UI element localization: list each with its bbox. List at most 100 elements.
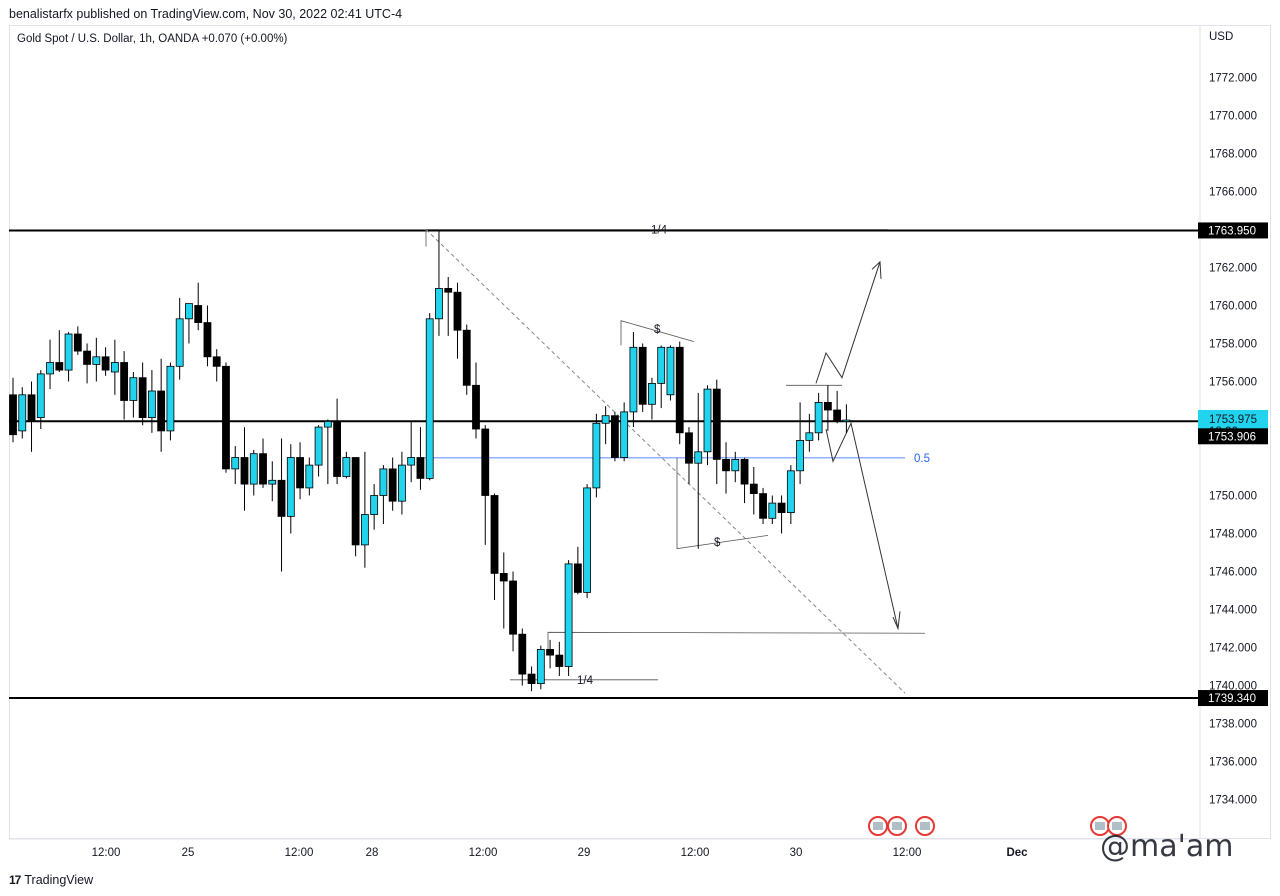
- candle-body-12[interactable]: [120, 362, 129, 401]
- bullish-path-arrow[interactable]: [815, 261, 881, 384]
- candle-body-44[interactable]: [416, 457, 425, 479]
- candle-body-83[interactable]: [777, 502, 786, 514]
- candle-body-63[interactable]: [592, 422, 601, 489]
- tradingview-brand[interactable]: 17 TradingView: [9, 873, 93, 887]
- candle-body-17[interactable]: [166, 365, 175, 432]
- candle-body-51[interactable]: [481, 428, 490, 496]
- candle-body-55[interactable]: [518, 633, 527, 675]
- candle-body-9[interactable]: [92, 356, 101, 365]
- candle-body-81[interactable]: [759, 493, 767, 519]
- candle-body-14[interactable]: [138, 377, 147, 419]
- dollar-bottom-line[interactable]: [676, 457, 769, 550]
- candle-body-52[interactable]: [490, 495, 499, 574]
- candle-body-22[interactable]: [212, 356, 221, 367]
- candle-body-48[interactable]: [453, 291, 462, 331]
- candle-body-35[interactable]: [333, 420, 342, 477]
- candle-body-23[interactable]: [222, 365, 230, 470]
- candle-body-62[interactable]: [583, 487, 592, 593]
- candle-body-42[interactable]: [398, 464, 406, 502]
- candle-body-54[interactable]: [509, 580, 517, 635]
- candle-body-66[interactable]: [620, 411, 629, 458]
- candle-body-70[interactable]: [657, 346, 666, 384]
- candle-body-72[interactable]: [675, 346, 684, 434]
- candle-body-74[interactable]: [694, 451, 703, 464]
- candle-body-82[interactable]: [768, 502, 777, 519]
- candle-body-31[interactable]: [296, 457, 304, 489]
- candle-body-78[interactable]: [731, 458, 740, 472]
- candle-body-33[interactable]: [314, 426, 323, 466]
- candle-body-67[interactable]: [629, 346, 638, 413]
- candle-body-34[interactable]: [323, 420, 332, 428]
- candle-body-10[interactable]: [101, 356, 110, 371]
- candle-body-21[interactable]: [203, 322, 212, 358]
- candle-body-60[interactable]: [564, 563, 573, 667]
- candle-body-25[interactable]: [240, 457, 249, 485]
- candle-body-50[interactable]: [472, 384, 480, 430]
- candle-body-19[interactable]: [185, 303, 193, 320]
- candle-body-1[interactable]: [18, 394, 27, 432]
- candle-body-8[interactable]: [83, 350, 91, 365]
- candle-body-24[interactable]: [231, 457, 240, 470]
- candle-body-87[interactable]: [814, 401, 823, 434]
- candle-body-85[interactable]: [796, 439, 804, 472]
- candle-body-45[interactable]: [425, 318, 434, 479]
- candle-body-73[interactable]: [685, 432, 693, 464]
- candle-body-76[interactable]: [712, 388, 721, 460]
- candle-body-59[interactable]: [555, 654, 564, 667]
- candle-body-3[interactable]: [36, 373, 45, 418]
- symbol-legend[interactable]: Gold Spot / U.S. Dollar, 1h, OANDA +0.07…: [17, 33, 288, 45]
- candle-body-11[interactable]: [110, 362, 119, 373]
- candle-body-13[interactable]: [129, 377, 138, 401]
- candle-body-40[interactable]: [379, 468, 388, 496]
- candle-body-57[interactable]: [536, 649, 545, 685]
- candle-body-58[interactable]: [546, 649, 554, 656]
- candle-body-16[interactable]: [157, 390, 166, 432]
- candle-body-89[interactable]: [833, 409, 842, 422]
- candle-body-26[interactable]: [249, 453, 258, 485]
- candle-body-2[interactable]: [27, 394, 36, 422]
- candle-body-18[interactable]: [175, 318, 184, 367]
- bearish-path-arrow[interactable]: [825, 421, 899, 629]
- candle-body-37[interactable]: [351, 457, 360, 546]
- candle-body-30[interactable]: [286, 457, 295, 517]
- candle-body-47[interactable]: [444, 287, 453, 293]
- candle-body-7[interactable]: [73, 333, 82, 352]
- quarter-top-line[interactable]: [425, 229, 888, 247]
- candle-body-43[interactable]: [407, 457, 416, 466]
- candle-body-53[interactable]: [499, 573, 508, 582]
- lower-target-line[interactable]: [547, 631, 926, 652]
- candle-body-41[interactable]: [388, 468, 397, 502]
- candle-body-29[interactable]: [277, 479, 286, 517]
- candle-body-79[interactable]: [740, 458, 749, 485]
- candle-body-15[interactable]: [147, 390, 156, 419]
- candle-body-49[interactable]: [462, 329, 471, 386]
- candle-body-56[interactable]: [527, 673, 536, 684]
- candle-body-88[interactable]: [823, 401, 832, 411]
- candle-body-75[interactable]: [703, 388, 712, 453]
- candle-body-90[interactable]: [842, 419, 851, 422]
- candle-body-61[interactable]: [573, 563, 582, 593]
- candle-body-28[interactable]: [268, 479, 277, 485]
- candle-body-5[interactable]: [55, 362, 64, 371]
- candle-body-65[interactable]: [611, 415, 619, 458]
- candle-body-86[interactable]: [805, 432, 814, 441]
- candle-body-32[interactable]: [305, 464, 314, 489]
- candle-body-20[interactable]: [194, 305, 203, 324]
- candle-body-71[interactable]: [666, 346, 675, 396]
- candle-body-68[interactable]: [638, 346, 647, 405]
- candle-body-6[interactable]: [64, 333, 73, 371]
- candle-body-27[interactable]: [259, 453, 267, 485]
- diagonal-dashed-line[interactable]: [425, 229, 906, 694]
- candle-body-0[interactable]: [9, 394, 17, 436]
- candle-body-46[interactable]: [435, 287, 443, 320]
- candle-body-69[interactable]: [648, 382, 656, 405]
- candle-body-77[interactable]: [722, 458, 730, 472]
- candle-body-39[interactable]: [370, 495, 379, 515]
- candle-body-84[interactable]: [786, 470, 795, 513]
- dollar-top-line[interactable]: [620, 320, 695, 346]
- candle-body-80[interactable]: [749, 483, 758, 495]
- candle-body-4[interactable]: [46, 362, 54, 375]
- candle-body-64[interactable]: [601, 415, 610, 424]
- candle-body-38[interactable]: [360, 514, 369, 546]
